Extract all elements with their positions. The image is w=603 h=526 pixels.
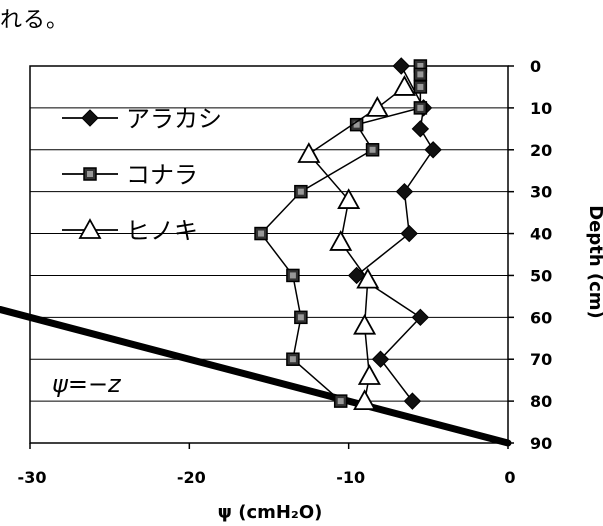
x-tick-label: -30: [18, 468, 47, 487]
y-tick-label: 70: [530, 350, 552, 369]
square-marker-center: [369, 146, 376, 153]
square-marker-center: [417, 71, 424, 78]
data-point: [353, 313, 377, 335]
data-point: [365, 96, 389, 117]
square-marker-center: [417, 83, 424, 90]
square-marker-center: [353, 121, 360, 128]
data-point: [411, 120, 430, 138]
legend-marker: [83, 167, 97, 181]
data-point: [413, 80, 428, 94]
x-tick-label: -10: [336, 468, 365, 487]
y-tick-label: 10: [530, 99, 552, 118]
data-point: [294, 310, 308, 325]
data-point: [371, 350, 390, 368]
data-point: [413, 67, 428, 82]
y-tick-label: 40: [530, 225, 552, 244]
legend-item: コナラ: [62, 161, 198, 189]
x-tick-label: 0: [504, 468, 515, 487]
y-tick-label: 30: [530, 183, 552, 202]
data-point: [349, 117, 364, 132]
square-marker-center: [289, 272, 296, 279]
square-marker-center: [258, 230, 265, 237]
data-point: [392, 57, 410, 75]
y-tick-labels: 0 10 20 30 40 50 60 70 80 90: [530, 57, 552, 453]
square-marker-center: [289, 356, 296, 363]
data-point: [329, 230, 353, 251]
data-point: [400, 224, 418, 243]
data-point: [392, 75, 416, 96]
square-marker-center: [87, 171, 93, 177]
annotation-label: ψ=−z: [52, 370, 122, 398]
legend-marker: [81, 109, 99, 127]
series-group: [254, 57, 442, 411]
y-tick-label: 60: [530, 308, 552, 327]
data-point: [337, 188, 361, 209]
legend-label: アラカシ: [126, 105, 222, 133]
x-tick-labels: -30 -20 -10 0: [18, 468, 516, 487]
data-point: [357, 364, 381, 385]
y-axis-title: Depth (cm): [585, 205, 603, 319]
x-axis-title: ψ (cmH₂O): [218, 502, 323, 523]
data-point: [413, 101, 428, 115]
data-point: [254, 226, 268, 241]
legend-item: ヒノキ: [62, 217, 198, 245]
header-text: れる。: [0, 8, 70, 33]
grid-lines: [29, 65, 514, 449]
data-point: [411, 308, 430, 327]
y-tick-label: 0: [530, 57, 541, 76]
series-triangle: [297, 75, 416, 411]
y-tick-label: 20: [530, 141, 552, 160]
data-point: [333, 394, 348, 408]
legend-item: アラカシ: [62, 105, 222, 133]
legend-label: コナラ: [126, 161, 198, 189]
data-point: [286, 268, 300, 283]
data-point: [294, 184, 308, 199]
reference-line: [0, 305, 512, 447]
data-point: [286, 352, 300, 366]
plot-frame: [29, 65, 509, 444]
reference-line-group: [0, 305, 512, 447]
data-point: [297, 142, 321, 163]
square-marker-center: [337, 398, 344, 405]
series-square: [254, 59, 428, 408]
legend-marker: [78, 218, 102, 239]
series-line: [307, 86, 405, 402]
data-point: [403, 392, 422, 410]
square-marker-center: [417, 63, 424, 69]
y-tick-label: 50: [530, 266, 552, 285]
x-tick-label: -20: [177, 468, 206, 487]
square-marker-center: [417, 104, 424, 111]
series-diamond: [347, 57, 442, 410]
data-point: [356, 267, 380, 289]
data-point: [395, 182, 414, 201]
square-marker-center: [297, 314, 304, 321]
data-point: [353, 389, 377, 411]
square-marker-center: [297, 188, 304, 195]
y-tick-label: 80: [530, 392, 552, 411]
y-tick-label: 90: [530, 434, 552, 453]
data-point: [424, 141, 442, 159]
legend-label: ヒノキ: [126, 217, 198, 245]
data-point: [365, 143, 380, 157]
series-line: [355, 65, 435, 402]
